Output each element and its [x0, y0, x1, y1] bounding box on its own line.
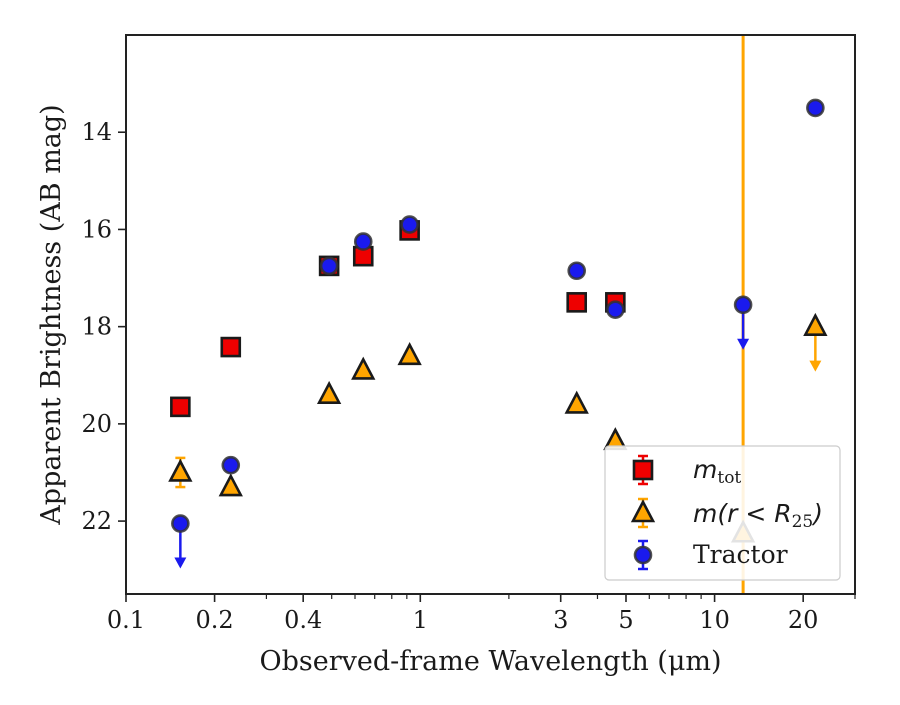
- legend-marker-square: [632, 459, 654, 481]
- data-point-triangle: [564, 390, 589, 414]
- legend-marker-circle: [633, 545, 653, 565]
- data-point-circle: [733, 295, 753, 315]
- y-tick-label: 22: [81, 507, 112, 535]
- x-tick-label: 0.1: [107, 606, 145, 634]
- x-tick-label: 0.2: [196, 606, 234, 634]
- x-tick-label: 5: [618, 606, 633, 634]
- legend-box: [604, 445, 841, 581]
- plot-frame: [125, 34, 856, 595]
- data-point-triangle: [397, 342, 422, 366]
- series-square: [170, 220, 626, 418]
- x-tick-label: 20: [788, 606, 819, 634]
- x-tick-label: 1: [413, 606, 428, 634]
- x-tick-label: 10: [699, 606, 730, 634]
- data-point-triangle: [316, 380, 342, 405]
- series-circle: [171, 98, 825, 569]
- x-axis-label: Observed-frame Wavelength (μm): [259, 646, 721, 677]
- y-tick-label: 14: [81, 118, 112, 146]
- data-point-circle: [353, 232, 373, 251]
- x-tick-label: 3: [553, 606, 568, 634]
- legend: mtot m(r < R25) Tractor: [604, 445, 841, 581]
- y-tick-label: 16: [81, 215, 112, 243]
- data-point-circle: [567, 261, 587, 281]
- data-point-triangle: [803, 312, 828, 336]
- data-point-triangle: [218, 473, 243, 497]
- data-point-square: [220, 336, 242, 358]
- data-point-circle: [400, 215, 419, 234]
- data-point-triangle: [168, 458, 193, 482]
- y-tick-label: 20: [81, 410, 112, 438]
- data-point-circle: [806, 98, 825, 118]
- data-point-triangle: [351, 356, 376, 380]
- data-point-square: [170, 396, 191, 418]
- legend-marker-triangle: [630, 499, 656, 523]
- legend-label-tractor: Tractor: [693, 540, 788, 569]
- data-point-circle: [171, 514, 190, 533]
- x-tick-label: 0.4: [284, 606, 322, 634]
- data-point-square: [566, 292, 588, 313]
- data-point-circle: [319, 256, 339, 276]
- upper-limit-arrow-head: [809, 360, 822, 372]
- upper-limit-arrow-head: [174, 557, 187, 569]
- y-tick-label: 18: [81, 313, 112, 341]
- data-point-circle: [221, 455, 241, 475]
- legend-label-mtot: mtot: [693, 455, 741, 488]
- legend-label-mr25: m(r < R25): [693, 499, 823, 532]
- y-axis-label: Apparent Brightness (AB mag): [36, 104, 67, 525]
- data-point-circle: [606, 300, 625, 319]
- upper-limit-arrow-head: [737, 338, 750, 350]
